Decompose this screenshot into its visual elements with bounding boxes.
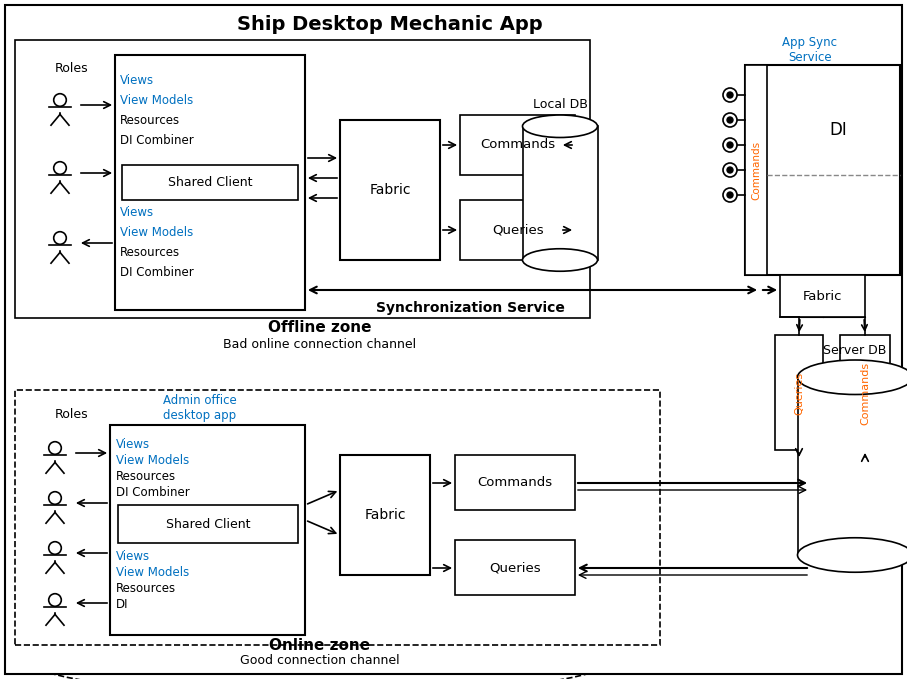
Text: Resources: Resources <box>116 583 176 595</box>
Ellipse shape <box>797 360 907 394</box>
Bar <box>780 275 865 317</box>
Text: Good connection channel: Good connection channel <box>240 653 400 667</box>
Text: Shared Client: Shared Client <box>168 177 252 189</box>
Bar <box>522 126 598 260</box>
Text: Local DB: Local DB <box>532 98 588 111</box>
Text: Fabric: Fabric <box>365 508 405 522</box>
Circle shape <box>727 142 733 148</box>
Bar <box>110 425 305 635</box>
Circle shape <box>727 167 733 173</box>
Bar <box>15 40 590 318</box>
Bar <box>455 455 575 510</box>
Text: Admin office
desktop app: Admin office desktop app <box>163 394 237 422</box>
Text: Commands: Commands <box>751 141 761 200</box>
Circle shape <box>727 92 733 98</box>
Text: View Models: View Models <box>116 566 190 579</box>
Text: Ship Desktop Mechanic App: Ship Desktop Mechanic App <box>238 16 542 35</box>
Text: Commands: Commands <box>477 477 552 490</box>
Bar <box>340 455 430 575</box>
Text: Queries: Queries <box>794 371 804 415</box>
Text: DI Combiner: DI Combiner <box>120 134 194 147</box>
Ellipse shape <box>522 115 598 138</box>
Text: Views: Views <box>120 206 154 219</box>
Text: Views: Views <box>116 551 151 564</box>
Text: Queries: Queries <box>489 562 541 574</box>
Text: Shared Client: Shared Client <box>166 517 250 530</box>
Text: View Models: View Models <box>116 454 190 468</box>
Bar <box>115 55 305 310</box>
Text: Roles: Roles <box>55 62 89 75</box>
Circle shape <box>723 88 737 102</box>
Ellipse shape <box>797 538 907 572</box>
Bar <box>745 65 900 275</box>
Text: DI Combiner: DI Combiner <box>116 486 190 500</box>
Circle shape <box>727 192 733 198</box>
Bar <box>340 120 440 260</box>
Text: Resources: Resources <box>116 471 176 483</box>
Bar <box>455 540 575 595</box>
Text: DI: DI <box>829 121 847 139</box>
Circle shape <box>723 188 737 202</box>
Text: Online zone: Online zone <box>269 638 371 653</box>
Text: Offline zone: Offline zone <box>268 320 372 335</box>
Bar <box>118 505 298 543</box>
Text: Resources: Resources <box>120 113 180 126</box>
Text: Server DB: Server DB <box>824 344 887 356</box>
Text: Queries: Queries <box>493 223 544 236</box>
Bar <box>122 165 298 200</box>
Circle shape <box>727 117 733 123</box>
Bar <box>15 390 660 645</box>
Bar <box>460 115 575 175</box>
Bar <box>797 378 907 555</box>
Text: App Sync
Service: App Sync Service <box>783 36 837 64</box>
Bar <box>745 65 767 275</box>
Text: Commands: Commands <box>481 139 556 151</box>
Text: Fabric: Fabric <box>369 183 411 197</box>
Ellipse shape <box>522 249 598 271</box>
Text: DI: DI <box>116 598 129 612</box>
Text: Commands: Commands <box>860 361 870 424</box>
Bar <box>460 200 575 260</box>
Text: View Models: View Models <box>120 225 193 238</box>
Text: Resources: Resources <box>120 246 180 259</box>
Text: Views: Views <box>116 439 151 452</box>
Text: Views: Views <box>120 73 154 86</box>
Bar <box>775 335 823 450</box>
Text: Synchronization Service: Synchronization Service <box>375 301 564 315</box>
Text: Bad online connection channel: Bad online connection channel <box>223 339 416 352</box>
Text: Roles: Roles <box>55 409 89 422</box>
Text: DI Combiner: DI Combiner <box>120 265 194 278</box>
Text: Fabric: Fabric <box>804 289 843 303</box>
Circle shape <box>723 113 737 127</box>
Circle shape <box>723 138 737 152</box>
Circle shape <box>723 163 737 177</box>
Text: View Models: View Models <box>120 94 193 107</box>
Bar <box>840 335 890 450</box>
